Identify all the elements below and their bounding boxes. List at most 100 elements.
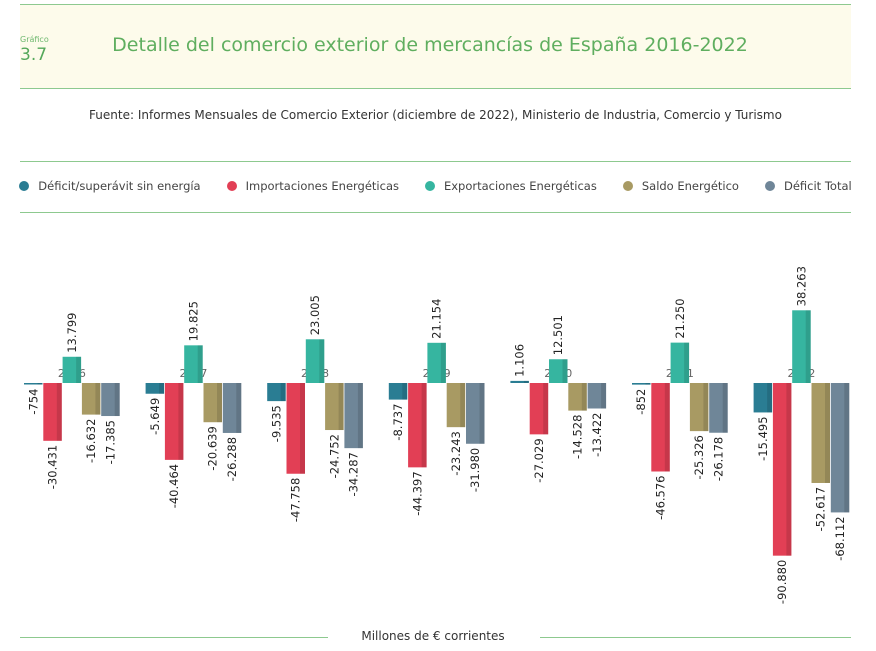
bar-shade (844, 383, 850, 513)
data-label: -90.880 (775, 560, 789, 604)
legend: Déficit/superávit sin energía Importacio… (19, 176, 852, 196)
data-label: -13.422 (590, 413, 604, 457)
data-label: -52.617 (814, 487, 828, 531)
bar-shade (523, 380, 529, 383)
bar (753, 383, 773, 413)
data-label: -20.639 (206, 426, 220, 470)
data-label: -68.112 (833, 516, 847, 560)
bar-shade (825, 383, 830, 483)
data-label: -23.243 (449, 431, 463, 475)
bar-shade (56, 383, 62, 441)
bar (446, 383, 466, 428)
bar-shade (197, 345, 203, 383)
bar (529, 383, 549, 435)
data-label: -17.385 (103, 420, 117, 464)
bar (632, 383, 651, 385)
bar-shade (319, 339, 325, 383)
title-banner (20, 5, 851, 88)
bar-shade (37, 383, 43, 385)
bar-chart: 2016201720182019202020212022-754-5.649-9… (24, 266, 850, 604)
bar-shade (786, 383, 792, 556)
bar (427, 342, 446, 383)
footer-rule-left (20, 637, 328, 638)
data-label: -852 (634, 389, 648, 415)
header-rule (20, 88, 851, 89)
bar (203, 383, 222, 423)
bar (466, 383, 485, 444)
bar-shade (236, 383, 242, 433)
bar (101, 383, 120, 417)
bar-shade (703, 383, 709, 432)
bar (670, 342, 690, 383)
legend-label: Importaciones Energéticas (245, 179, 399, 193)
data-label: -44.397 (410, 471, 424, 515)
bar-shade (562, 359, 568, 383)
bar (772, 383, 792, 556)
bar (145, 383, 165, 394)
bar (286, 383, 305, 474)
legend-dot-icon (764, 181, 775, 191)
legend-dot-icon (19, 181, 30, 191)
data-label: 38.263 (794, 266, 808, 306)
bar-shade (684, 342, 690, 383)
data-label: 19.825 (186, 301, 200, 341)
data-label: -40.464 (167, 464, 181, 508)
bar-shade (402, 383, 408, 400)
bar (549, 359, 568, 383)
legend-dot-icon (622, 181, 633, 191)
bar (811, 383, 830, 483)
bar (388, 383, 408, 400)
legend-label: Déficit/superávit sin energía (38, 179, 201, 193)
data-label: -27.029 (532, 438, 546, 482)
data-label: 13.799 (65, 313, 79, 353)
data-label: -34.287 (347, 452, 361, 496)
bar (222, 383, 242, 433)
bar (709, 383, 728, 433)
bar (267, 383, 286, 402)
data-label: -31.980 (468, 448, 482, 492)
bar (81, 383, 101, 415)
bar-shade (114, 383, 120, 417)
data-label: 1.106 (513, 344, 527, 377)
bar (325, 383, 344, 431)
bar-shade (479, 383, 485, 444)
legend-item-importaciones: Importaciones Energéticas (226, 179, 399, 193)
bar-shade (76, 356, 82, 383)
data-label: 23.005 (308, 295, 322, 335)
bar-shade (159, 383, 165, 394)
legend-label: Exportaciones Energéticas (443, 179, 597, 193)
bar-shade (767, 383, 773, 413)
data-label: -9.535 (269, 405, 283, 442)
legend-item-saldo-energetico: Saldo Energético (622, 179, 739, 193)
chart-number-label: Gráfico (20, 35, 49, 44)
data-label: -8.737 (391, 404, 405, 441)
bar (184, 345, 203, 383)
bar (568, 383, 587, 411)
data-label: -25.326 (692, 435, 706, 479)
bar (43, 383, 62, 441)
data-label: -24.752 (327, 434, 341, 478)
bar-shade (421, 383, 427, 468)
legend-label: Saldo Energético (641, 179, 739, 193)
data-label: -14.528 (571, 415, 585, 459)
bar-shade (722, 383, 728, 433)
bar-shade (300, 383, 305, 474)
data-label: -16.632 (84, 419, 98, 463)
bar-shade (280, 383, 286, 402)
units-note: Millones de € corrientes (361, 629, 505, 643)
bar-shade (581, 383, 587, 411)
bar-shade (601, 383, 607, 409)
data-label: -46.576 (654, 475, 668, 519)
data-label: 12.501 (551, 315, 565, 355)
bar (62, 356, 82, 383)
legend-dot-icon (226, 181, 237, 191)
legend-top-rule (20, 161, 851, 162)
data-label: -26.288 (225, 437, 239, 481)
bar-shade (664, 383, 670, 472)
data-label: -47.758 (289, 478, 303, 522)
legend-item-deficit-total: Déficit Total (764, 179, 852, 193)
bar-shade (338, 383, 344, 431)
top-rule (20, 4, 851, 5)
legend-bottom-rule (20, 212, 851, 213)
bar (587, 383, 607, 409)
